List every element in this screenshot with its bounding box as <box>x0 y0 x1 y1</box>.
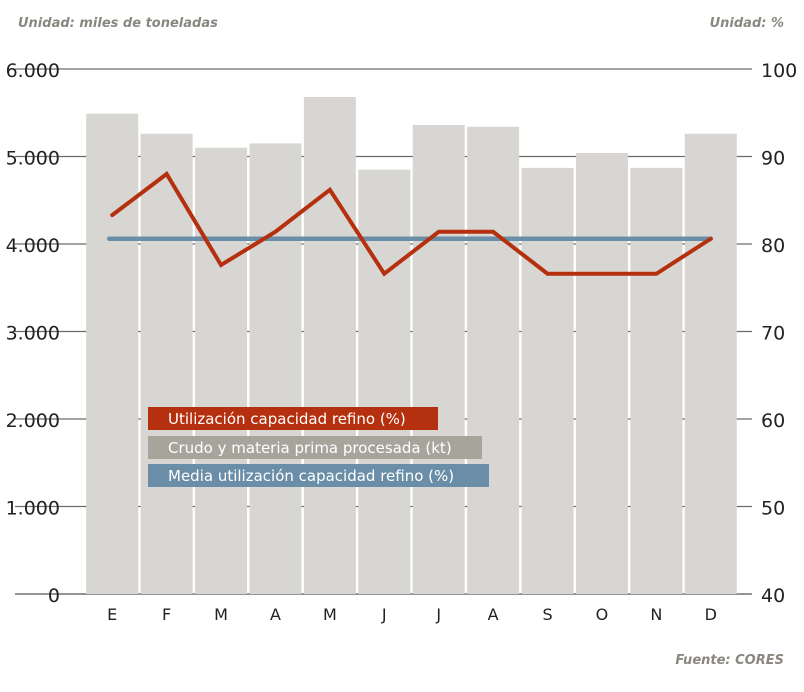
bar <box>521 167 574 594</box>
right-tick-label: 60 <box>761 410 785 432</box>
bar <box>684 133 737 594</box>
utilization-line <box>110 171 713 277</box>
right-tick-label: 50 <box>761 498 785 520</box>
legend-swatch <box>148 407 438 430</box>
right-tick-label: 100 <box>761 60 797 82</box>
right-tick-label: 90 <box>761 148 785 170</box>
left-tick-label: 5.000 <box>6 148 60 170</box>
bar <box>630 167 683 594</box>
right-tick-label: 70 <box>761 323 785 345</box>
bar <box>467 126 520 594</box>
right-unit-label: Unidad: % <box>710 16 784 31</box>
bar <box>358 169 411 594</box>
x-tick-label: J <box>381 605 387 624</box>
bar <box>303 97 356 594</box>
x-tick-label: S <box>542 605 552 624</box>
legend-swatch <box>148 464 489 487</box>
x-tick-label: O <box>596 605 609 624</box>
x-tick-label: A <box>488 605 499 624</box>
legend-swatch <box>148 436 482 459</box>
x-tick-label: A <box>270 605 281 624</box>
left-unit-label: Unidad: miles de toneladas <box>18 16 218 31</box>
legend-label: Crudo y materia prima procesada (kt) <box>168 439 452 457</box>
x-tick-label: F <box>162 605 171 624</box>
left-tick-label: 4.000 <box>6 235 60 257</box>
bar <box>86 113 139 594</box>
bar <box>140 133 193 594</box>
bar <box>249 143 302 594</box>
left-tick-label: 6.000 <box>6 60 60 82</box>
left-tick-label: 3.000 <box>6 323 60 345</box>
legend-label: Utilización capacidad refino (%) <box>168 410 406 428</box>
left-tick-label: 0 <box>48 585 60 607</box>
bar <box>195 147 248 594</box>
x-tick-label: D <box>705 605 717 624</box>
right-tick-label: 40 <box>761 585 785 607</box>
right-tick-label: 80 <box>761 235 785 257</box>
x-tick-label: J <box>435 605 441 624</box>
x-tick-label: N <box>650 605 662 624</box>
x-tick-label: M <box>323 605 337 624</box>
x-tick-label: M <box>214 605 228 624</box>
left-tick-label: 1.000 <box>6 498 60 520</box>
legend-label: Media utilización capacidad refino (%) <box>168 467 454 485</box>
bar <box>412 125 465 594</box>
bar <box>575 153 628 594</box>
left-tick-label: 2.000 <box>6 410 60 432</box>
x-tick-label: E <box>107 605 117 624</box>
source-label: Fuente: CORES <box>675 653 784 668</box>
